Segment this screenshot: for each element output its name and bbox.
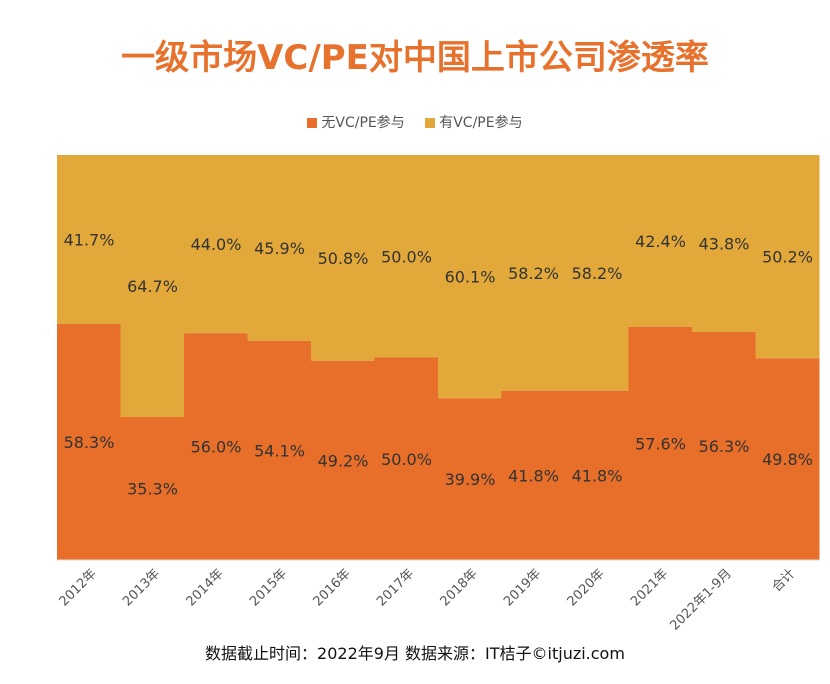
- bar-without-vcpe: [311, 360, 375, 560]
- bar-without-vcpe: [184, 333, 248, 560]
- x-tick-label: 2022年1-9月: [667, 566, 734, 633]
- bar-without-vcpe: [628, 326, 693, 560]
- data-label-without: 49.2%: [318, 451, 369, 470]
- bar-without-vcpe: [247, 340, 312, 560]
- data-label-without: 39.9%: [445, 470, 496, 489]
- bar-with-vcpe: [57, 155, 121, 324]
- bar-with-vcpe: [311, 155, 375, 361]
- data-label-without: 56.0%: [191, 438, 242, 457]
- bar-without-vcpe: [755, 358, 820, 560]
- data-label-with: 44.0%: [191, 235, 242, 254]
- bar-with-vcpe: [184, 155, 248, 334]
- bar-with-vcpe: [565, 155, 629, 391]
- data-label-with: 50.8%: [318, 249, 369, 268]
- legend-label-with: 有VC/PE参与: [439, 115, 523, 131]
- x-tick-label: 2019年: [501, 566, 544, 609]
- data-label-with: 43.8%: [699, 234, 750, 253]
- data-label-without: 50.0%: [381, 450, 432, 469]
- legend-item-with: 有VC/PE参与: [425, 112, 523, 132]
- data-label-with: 58.2%: [508, 264, 559, 283]
- data-label-without: 54.1%: [254, 441, 305, 460]
- data-label-without: 41.8%: [508, 466, 559, 485]
- legend: 无VC/PE参与 有VC/PE参与: [0, 112, 830, 132]
- data-label-with: 41.7%: [64, 230, 115, 249]
- x-tick-label: 2017年: [374, 566, 417, 609]
- bar-without-vcpe: [374, 357, 439, 560]
- data-label-with: 58.2%: [572, 264, 623, 283]
- bar-without-vcpe: [438, 398, 502, 560]
- data-label-without: 58.3%: [64, 433, 115, 452]
- bar-without-vcpe: [565, 390, 629, 560]
- data-label-without: 41.8%: [572, 466, 623, 485]
- x-tick-label: 2021年: [628, 566, 671, 609]
- data-label-with: 50.0%: [381, 247, 432, 266]
- bar-without-vcpe: [501, 390, 566, 560]
- source-footnote: 数据截止时间：2022年9月 数据来源：IT桔子©itjuzi.com: [205, 644, 625, 663]
- bar-without-vcpe: [692, 331, 756, 560]
- bar-with-vcpe: [120, 155, 185, 418]
- legend-item-without: 无VC/PE参与: [307, 112, 405, 132]
- data-label-with: 50.2%: [762, 248, 813, 267]
- data-label-with: 42.4%: [635, 232, 686, 251]
- x-tick-label: 2013年: [120, 566, 163, 609]
- legend-label-without: 无VC/PE参与: [321, 115, 405, 131]
- bar-with-vcpe: [374, 155, 439, 358]
- data-label-without: 56.3%: [699, 437, 750, 456]
- bar-with-vcpe: [501, 155, 566, 391]
- legend-swatch-with: [425, 118, 436, 128]
- x-tick-label: 合计: [769, 566, 798, 595]
- bar-without-vcpe: [120, 417, 185, 560]
- x-tick-label: 2015年: [247, 566, 290, 609]
- data-label-with: 60.1%: [445, 268, 496, 287]
- x-tick-label: 2016年: [311, 566, 354, 609]
- bar-with-vcpe: [755, 155, 820, 359]
- chart-title: 一级市场VC/PE对中国上市公司渗透率: [121, 38, 709, 78]
- bar-with-vcpe: [692, 155, 756, 332]
- bar-with-vcpe: [438, 155, 502, 399]
- data-label-without: 49.8%: [762, 450, 813, 469]
- data-label-with: 64.7%: [127, 277, 178, 296]
- x-tick-label: 2018年: [438, 566, 481, 609]
- bar-with-vcpe: [628, 155, 693, 327]
- data-label-with: 45.9%: [254, 239, 305, 258]
- data-label-without: 57.6%: [635, 434, 686, 453]
- bar-without-vcpe: [57, 323, 121, 560]
- x-tick-label: 2020年: [565, 566, 608, 609]
- bar-with-vcpe: [247, 155, 312, 341]
- data-label-without: 35.3%: [127, 480, 178, 499]
- x-tick-label: 2012年: [57, 566, 100, 609]
- legend-swatch-without: [307, 118, 318, 128]
- x-tick-label: 2014年: [184, 566, 227, 609]
